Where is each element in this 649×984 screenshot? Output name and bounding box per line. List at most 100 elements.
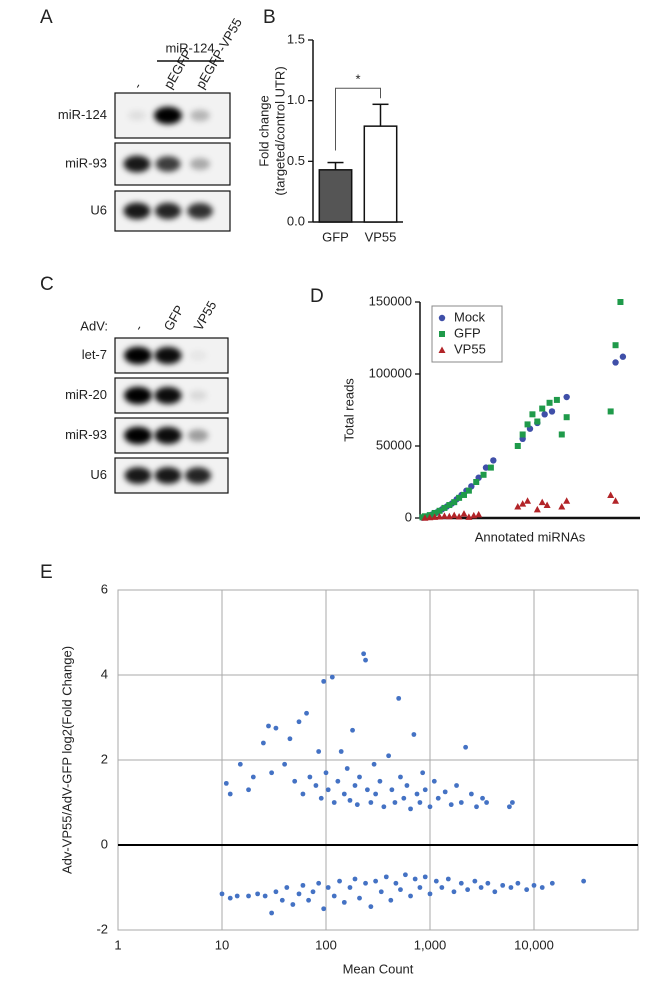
y-tick-label: 0: [101, 836, 108, 851]
significance-bracket: [335, 87, 381, 151]
legend-marker: [438, 314, 446, 322]
point: [296, 891, 302, 897]
blot-row-label: U6: [90, 202, 107, 217]
point: [300, 791, 306, 797]
point: [422, 874, 428, 880]
point: [431, 778, 437, 784]
point: [352, 876, 358, 882]
y-axis-label: Fold change: [256, 95, 271, 167]
point: [431, 509, 438, 516]
blot-header: miR-124: [165, 40, 214, 55]
point: [485, 880, 491, 886]
point: [234, 893, 240, 899]
point: [563, 414, 570, 421]
point: [310, 889, 316, 895]
point: [548, 408, 556, 415]
y-tick-label: 150000: [369, 293, 412, 308]
blot-prefix: AdV:: [80, 318, 108, 333]
panel-label: A: [40, 7, 53, 28]
blot-band: [128, 110, 146, 121]
blot-lane-label: -: [131, 322, 146, 333]
blot-band: [184, 467, 212, 484]
blot-band: [154, 202, 182, 220]
point: [296, 719, 302, 725]
y-tick-label: 0.5: [287, 153, 305, 168]
point: [427, 804, 433, 810]
point: [368, 904, 374, 910]
point: [316, 880, 322, 886]
point: [338, 749, 344, 754]
bar: [363, 125, 398, 223]
point: [487, 464, 494, 471]
x-tick-label: 10,000: [514, 937, 554, 952]
point: [354, 802, 360, 808]
y-axis-label: Adv-VP55/AdV-GFP log2(Fold Change): [59, 646, 74, 874]
x-tick-label: GFP: [322, 229, 349, 244]
blot-band: [123, 155, 151, 173]
legend-label: VP55: [454, 341, 486, 356]
point: [266, 723, 271, 729]
point: [514, 443, 521, 449]
point: [412, 876, 418, 882]
blot-band: [154, 426, 182, 445]
point: [451, 889, 457, 895]
point: [607, 491, 615, 498]
point: [524, 887, 530, 893]
point: [478, 885, 484, 890]
point: [458, 880, 464, 886]
y-tick-label: 0: [405, 509, 412, 524]
x-tick-label: 100: [315, 937, 337, 952]
point: [337, 878, 342, 884]
point: [321, 906, 327, 912]
point: [323, 770, 329, 776]
blot-band: [187, 203, 213, 219]
point: [468, 791, 474, 797]
blot-row-label: miR-124: [58, 107, 107, 122]
point: [331, 893, 337, 899]
point: [383, 874, 389, 880]
point: [219, 891, 225, 897]
point: [492, 889, 498, 895]
point: [440, 512, 448, 519]
point: [414, 791, 420, 797]
point: [352, 783, 358, 788]
point: [287, 736, 293, 742]
x-axis-label: Mean Count: [343, 961, 414, 976]
y-tick-label: 2: [101, 751, 108, 766]
point: [534, 418, 541, 425]
point: [363, 657, 368, 663]
y-tick-label: 1.5: [287, 31, 305, 46]
bar: [318, 169, 353, 223]
y-axis-label: Total reads: [341, 378, 356, 442]
legend-marker: [439, 331, 445, 337]
point: [426, 513, 434, 521]
blot-band: [124, 426, 152, 445]
point: [331, 800, 337, 805]
point: [446, 502, 453, 509]
point: [325, 787, 331, 793]
point: [304, 710, 309, 716]
panel-label: B: [263, 7, 276, 28]
point: [558, 502, 566, 510]
point: [350, 727, 355, 733]
point: [398, 887, 403, 893]
y-tick-label: 4: [101, 666, 108, 681]
point: [420, 770, 426, 776]
point: [373, 878, 379, 884]
point: [427, 891, 433, 897]
blot-band: [124, 386, 152, 405]
point: [431, 513, 439, 520]
point: [402, 872, 408, 878]
blot-band: [187, 429, 209, 442]
point: [451, 499, 458, 506]
blot-row-label: miR-93: [65, 427, 107, 442]
panel-label: D: [310, 286, 324, 307]
point: [465, 887, 471, 893]
blot-lane-label: -: [130, 80, 145, 91]
blot-band: [154, 467, 182, 484]
point: [408, 893, 413, 899]
point: [422, 787, 428, 793]
point: [472, 878, 478, 884]
y-tick-label: 1.0: [287, 92, 305, 107]
point: [482, 464, 490, 471]
